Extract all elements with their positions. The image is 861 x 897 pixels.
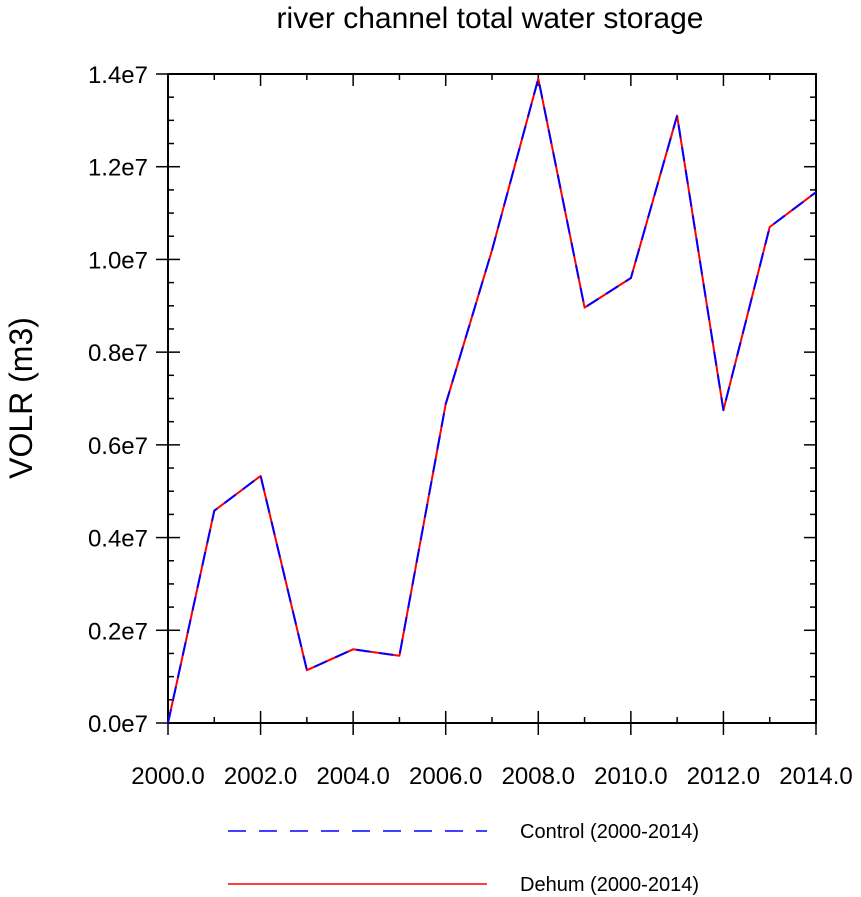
y-tick-label: 0.6e7	[88, 433, 148, 460]
series-lines	[167, 77, 817, 724]
axis-tick-labels: 0.0e7 0.2e7 0.4e7 0.6e7 0.8e7 1.0e7 1.2e7 1.4e7…	[88, 62, 853, 790]
y-tick-label: 1.4e7	[88, 62, 148, 89]
y-tick-label: 0.4e7	[88, 526, 148, 553]
x-tick-label: 2004.0	[316, 763, 389, 790]
axis-ticks	[156, 73, 817, 735]
plot-area-frame	[167, 73, 817, 724]
x-tick-label: 2014.0	[779, 763, 852, 790]
legend-label: Dehum (2000-2014)	[520, 874, 699, 896]
y-tick-label: 1.0e7	[88, 247, 148, 274]
x-tick-label: 2006.0	[409, 763, 482, 790]
series-line	[167, 77, 817, 724]
legend-label: Control (2000-2014)	[520, 821, 699, 843]
x-tick-label: 2008.0	[502, 763, 575, 790]
x-tick-label: 2010.0	[594, 763, 667, 790]
series-line	[167, 77, 817, 724]
y-tick-label: 1.2e7	[88, 155, 148, 182]
y-tick-label: 0.8e7	[88, 340, 148, 367]
legend: Control (2000-2014) Dehum (2000-2014)	[228, 821, 699, 896]
x-tick-label: 2002.0	[224, 763, 297, 790]
y-tick-label: 0.0e7	[88, 711, 148, 738]
x-tick-label: 2000.0	[131, 763, 204, 790]
x-tick-label: 2012.0	[687, 763, 760, 790]
chart-title: river channel total water storage	[277, 2, 704, 35]
y-axis-label: VOLR (m3)	[3, 317, 39, 479]
y-tick-label: 0.2e7	[88, 618, 148, 645]
